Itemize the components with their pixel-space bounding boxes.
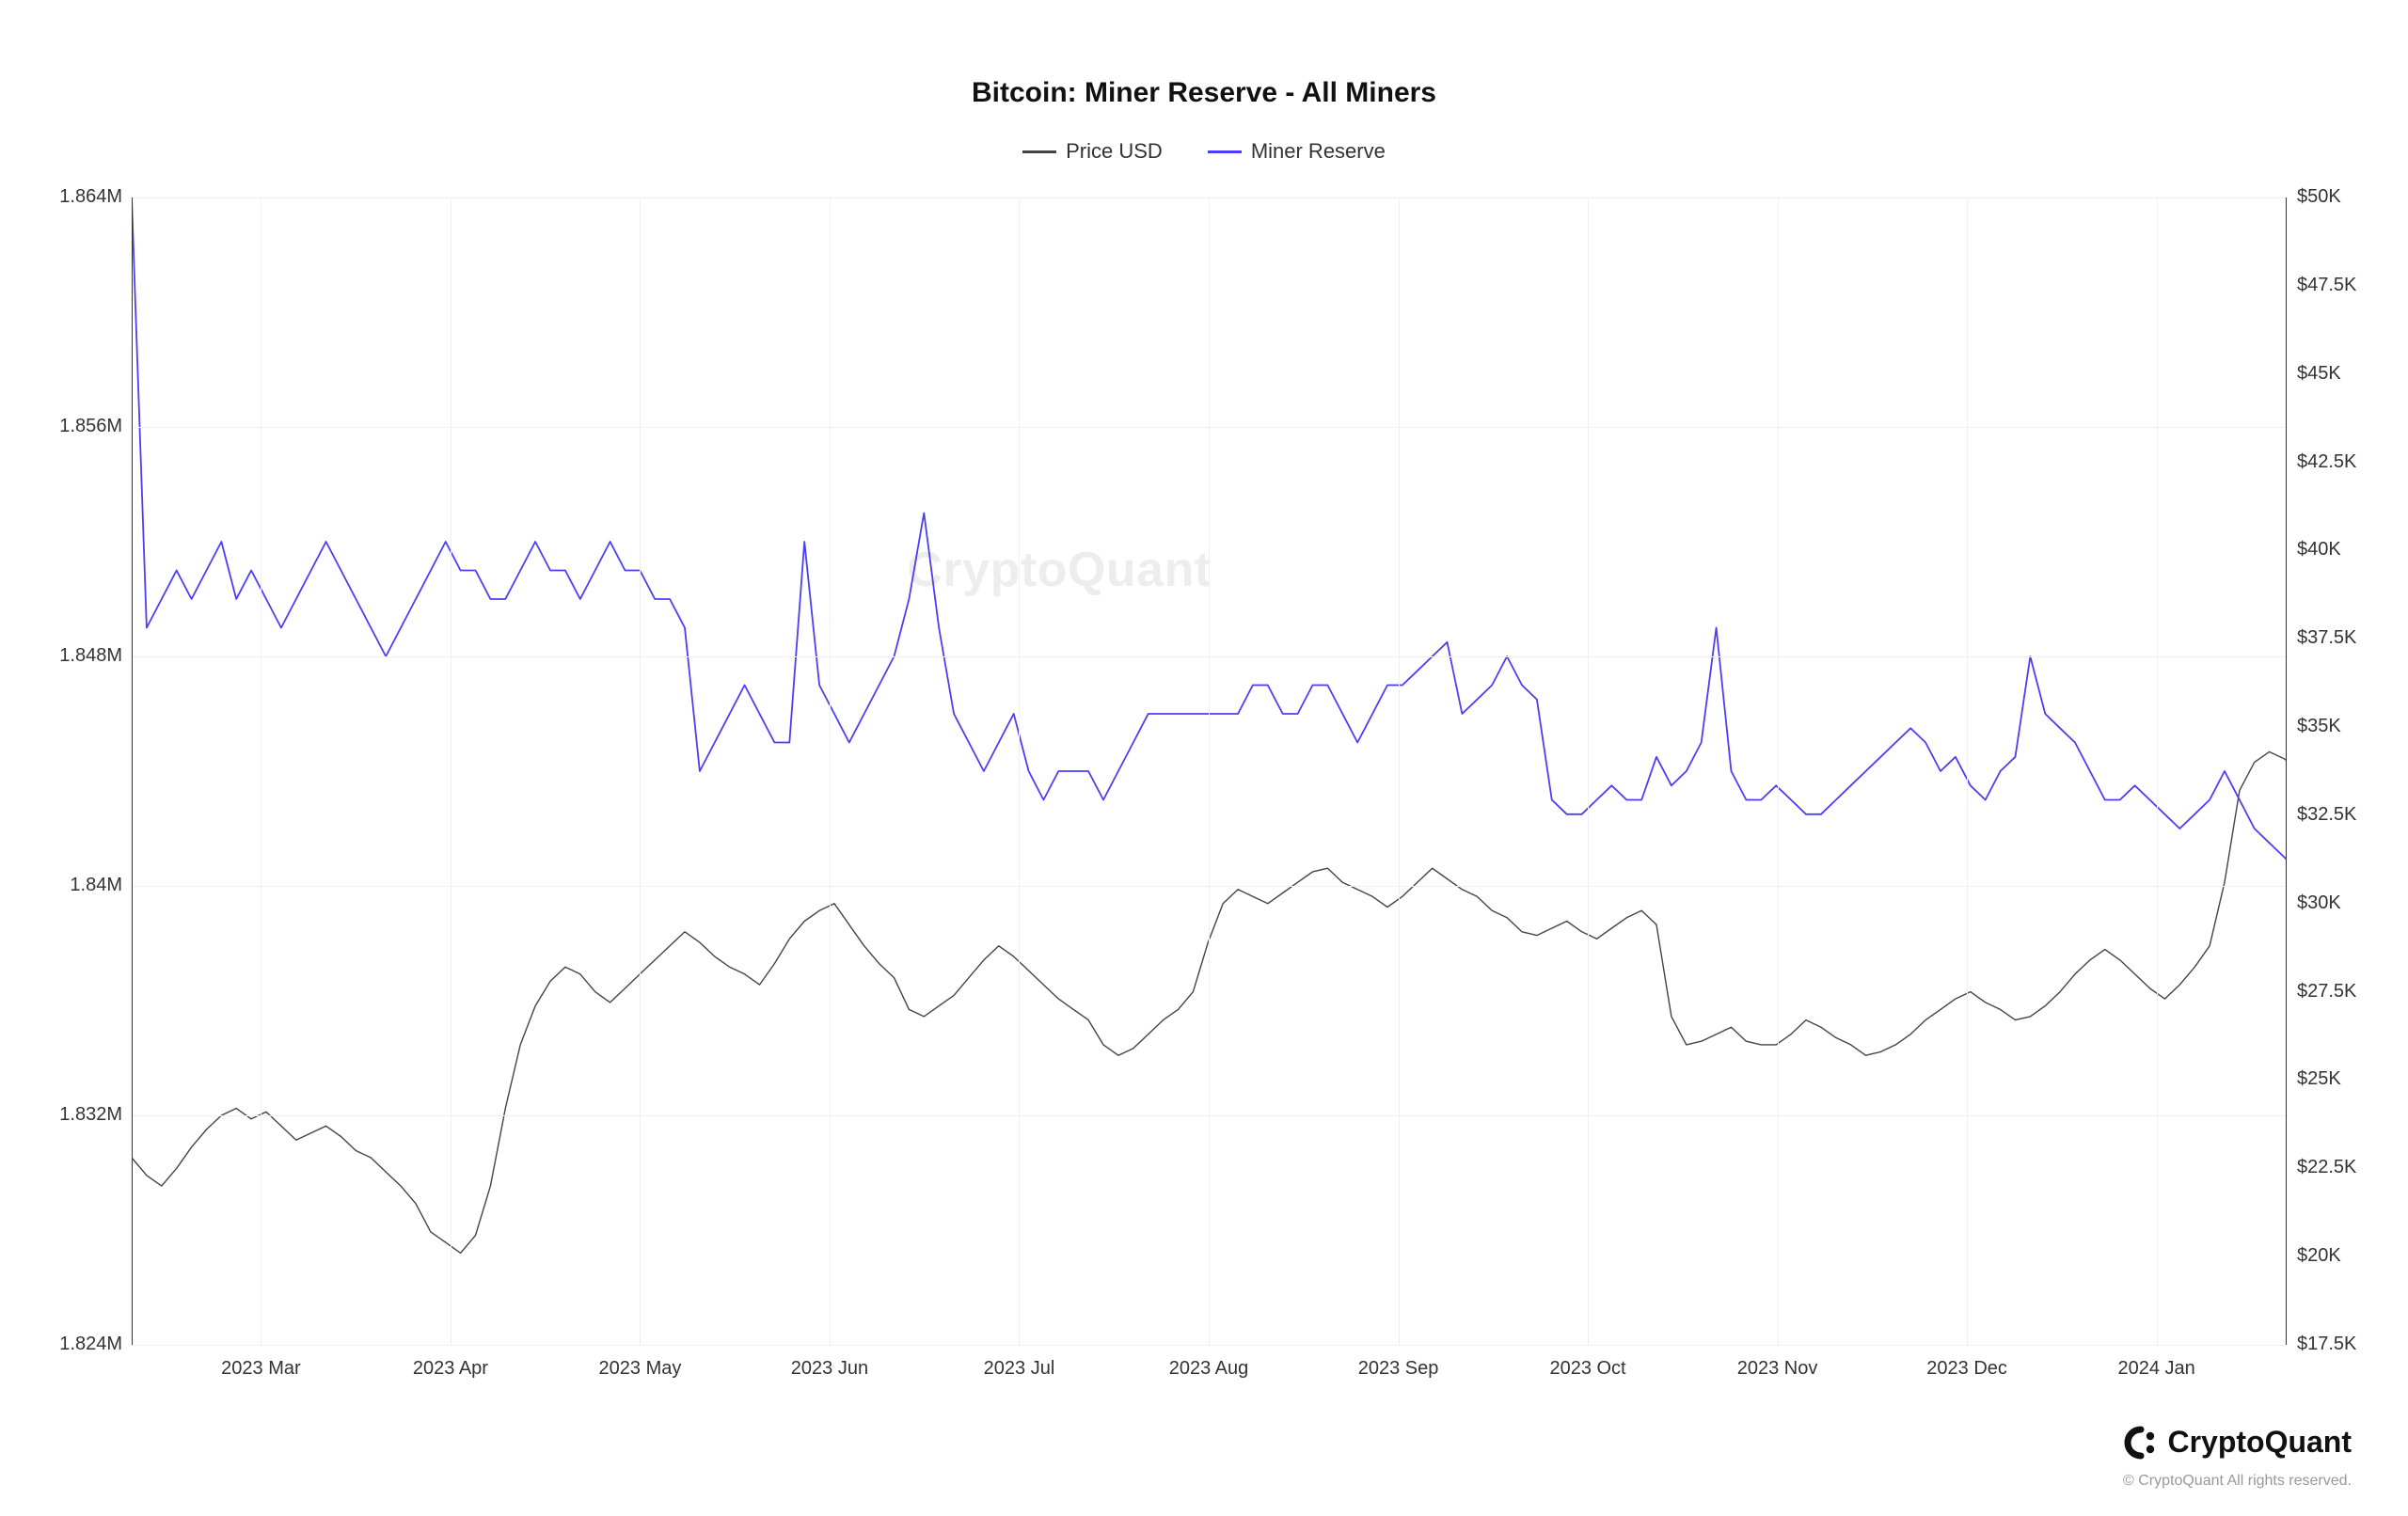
y-right-tick-label: $37.5K	[2297, 627, 2356, 649]
gridline-v	[1019, 197, 1020, 1345]
legend-label-reserve: Miner Reserve	[1251, 139, 1386, 164]
gridline-v	[1778, 197, 1779, 1345]
y-left-tick-label: 1.832M	[19, 1104, 122, 1126]
copyright-text: © CryptoQuant All rights reserved.	[2123, 1473, 2352, 1490]
y-right-tick-label: $45K	[2297, 363, 2341, 385]
chart-title: Bitcoin: Miner Reserve - All Miners	[0, 77, 2408, 109]
y-right-tick-label: $40K	[2297, 539, 2341, 561]
legend-item-reserve: Miner Reserve	[1208, 139, 1386, 164]
legend-swatch-reserve	[1208, 150, 1242, 153]
legend-swatch-price	[1022, 150, 1056, 153]
x-tick-label: 2023 Jul	[984, 1358, 1055, 1380]
gridline-v	[451, 197, 452, 1345]
y-left-tick-label: 1.824M	[19, 1334, 122, 1355]
x-tick-label: 2023 Apr	[413, 1358, 488, 1380]
y-left-tick-label: 1.84M	[19, 875, 122, 896]
gridline-v	[1209, 197, 1210, 1345]
gridline-v	[1588, 197, 1589, 1345]
legend: Price USD Miner Reserve	[0, 139, 2408, 164]
y-right-tick-label: $17.5K	[2297, 1334, 2356, 1355]
gridline-v	[1967, 197, 1968, 1345]
x-tick-label: 2023 May	[599, 1358, 682, 1380]
y-left-tick-label: 1.848M	[19, 645, 122, 667]
legend-item-price: Price USD	[1022, 139, 1163, 164]
x-tick-label: 2023 Mar	[221, 1358, 301, 1380]
y-right-tick-label: $27.5K	[2297, 981, 2356, 1003]
axis-line-right	[2286, 197, 2287, 1345]
gridline-h	[132, 1345, 2286, 1346]
y-left-tick-label: 1.864M	[19, 186, 122, 208]
chart-container: Bitcoin: Miner Reserve - All Miners Pric…	[0, 0, 2408, 1516]
y-right-tick-label: $50K	[2297, 186, 2341, 208]
y-right-tick-label: $47.5K	[2297, 275, 2356, 296]
axis-line-left	[132, 197, 133, 1345]
gridline-v	[2157, 197, 2158, 1345]
legend-label-price: Price USD	[1066, 139, 1163, 164]
x-tick-label: 2023 Oct	[1549, 1358, 1625, 1380]
y-right-tick-label: $30K	[2297, 892, 2341, 914]
x-tick-label: 2024 Jan	[2117, 1358, 2194, 1380]
gridline-v	[830, 197, 831, 1345]
x-tick-label: 2023 Sep	[1358, 1358, 1439, 1380]
y-right-tick-label: $25K	[2297, 1068, 2341, 1090]
brand: CryptoQuant	[2124, 1425, 2352, 1460]
x-tick-label: 2023 Dec	[1926, 1358, 2007, 1380]
gridline-v	[640, 197, 641, 1345]
y-right-tick-label: $35K	[2297, 716, 2341, 737]
x-tick-label: 2023 Aug	[1169, 1358, 1249, 1380]
y-left-tick-label: 1.856M	[19, 416, 122, 437]
y-right-tick-label: $32.5K	[2297, 804, 2356, 826]
y-right-tick-label: $22.5K	[2297, 1157, 2356, 1178]
brand-name: CryptoQuant	[2167, 1425, 2352, 1460]
gridline-v	[1399, 197, 1400, 1345]
y-right-tick-label: $20K	[2297, 1245, 2341, 1267]
x-tick-label: 2023 Nov	[1737, 1358, 1818, 1380]
x-tick-label: 2023 Jun	[791, 1358, 868, 1380]
brand-logo-icon	[2124, 1426, 2158, 1460]
y-right-tick-label: $42.5K	[2297, 451, 2356, 473]
